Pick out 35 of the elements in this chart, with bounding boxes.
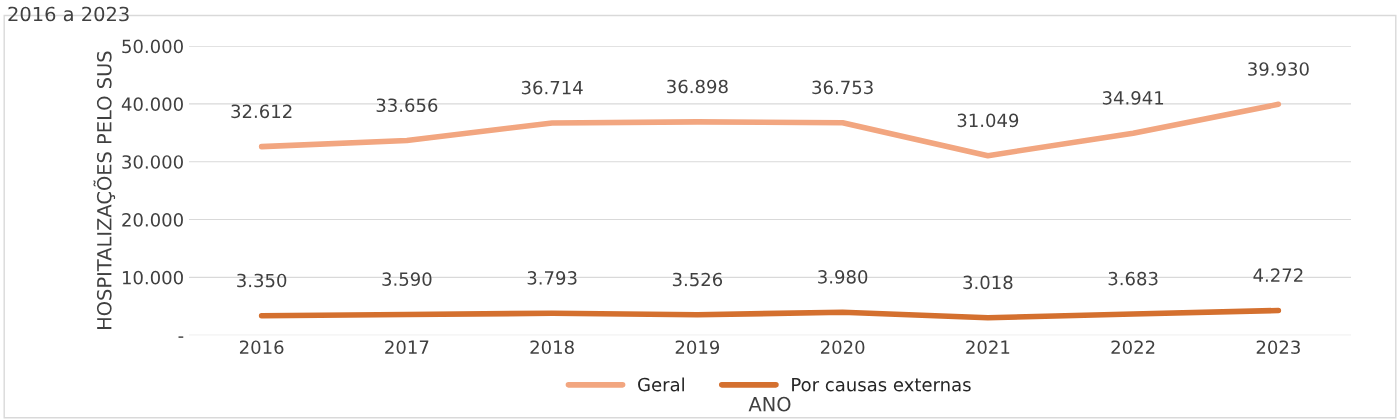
- y-tick-label: 20.000: [122, 213, 183, 227]
- data-label: 3.526: [672, 272, 723, 287]
- x-tick-label: 2018: [530, 340, 574, 355]
- data-label: 3.683: [1108, 271, 1158, 286]
- data-label: 4.272: [1253, 268, 1303, 282]
- data-label: 39.930: [1248, 62, 1309, 76]
- x-tick-label: 2023: [1256, 340, 1300, 355]
- data-label: 3.018: [963, 275, 1013, 290]
- y-tick-label: -: [178, 336, 184, 338]
- y-tick-label: 30.000: [122, 155, 183, 169]
- y-tick-label: 50.000: [122, 39, 183, 54]
- x-tick-label: 2022: [1111, 340, 1155, 355]
- x-tick-label: 2017: [385, 340, 429, 355]
- data-label: 36.898: [667, 79, 728, 94]
- data-label: 31.049: [957, 113, 1019, 128]
- x-tick-label: 2016: [239, 340, 284, 355]
- data-label: 3.980: [818, 270, 868, 284]
- x-tick-label: 2020: [820, 340, 865, 355]
- y-tick-label: 10.000: [122, 270, 183, 285]
- legend-label: Por causas externas: [792, 378, 971, 392]
- x-tick-label: 2021: [966, 340, 1010, 355]
- data-label: 32.612: [231, 104, 292, 119]
- data-label: 33.656: [376, 98, 438, 113]
- chart-title: 2016 a 2023: [8, 6, 129, 22]
- data-label: 3.793: [527, 271, 577, 285]
- data-label: 34.941: [1102, 91, 1164, 105]
- data-label: 36.753: [812, 80, 873, 95]
- legend-label: Geral: [638, 377, 684, 392]
- data-label: 36.714: [521, 80, 583, 95]
- data-label: 3.590: [382, 272, 432, 286]
- x-axis-title: ANO: [748, 396, 791, 412]
- x-tick-label: 2019: [675, 340, 720, 355]
- y-tick-label: 40.000: [121, 97, 183, 112]
- y-axis-title: HOSPITALIZAÇÕES PELO SUS: [93, 51, 116, 329]
- data-label: 3.350: [237, 273, 287, 288]
